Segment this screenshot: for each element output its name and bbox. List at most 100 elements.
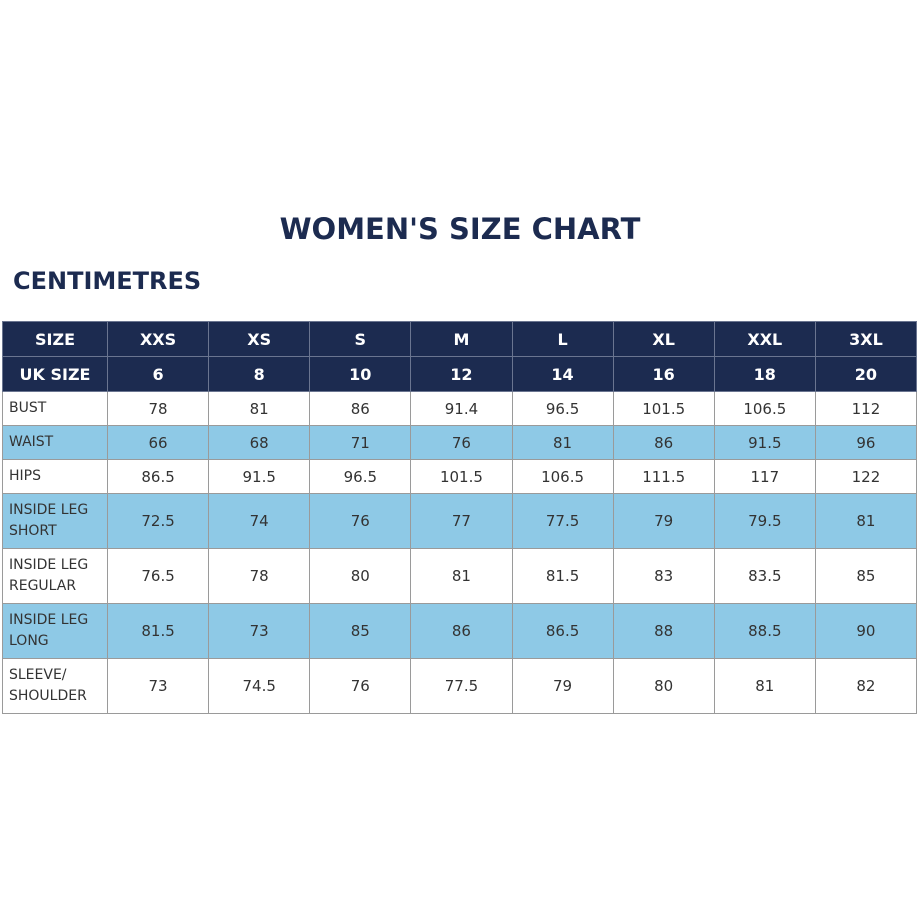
value-cell: 96 bbox=[814, 425, 918, 460]
value-cell: 81 bbox=[410, 548, 513, 604]
table-body: SIZE XXS XS S M L XL XXL 3XL UK SIZE 6 8 10 12 14 16 18 2… bbox=[2, 321, 918, 714]
value-cell: 96.5 bbox=[511, 391, 614, 426]
value-cell: 80 bbox=[612, 658, 715, 714]
row-label: BUST bbox=[2, 391, 108, 426]
value-cell: 73 bbox=[106, 658, 210, 714]
value-cell: 77 bbox=[410, 493, 513, 549]
row-label: INSIDE LEG REGULAR bbox=[2, 548, 108, 604]
value-cell: 90 bbox=[814, 603, 918, 659]
row-label-line: INSIDE LEG bbox=[9, 557, 89, 573]
row-label-line: INSIDE LEG bbox=[9, 612, 89, 628]
value-cell: 79.5 bbox=[713, 493, 816, 549]
value-cell: 122 bbox=[814, 459, 918, 494]
subtitle: CENTIMETRES bbox=[13, 267, 202, 295]
value-cell: 78 bbox=[208, 548, 311, 604]
value-cell: 79 bbox=[612, 493, 715, 549]
row-label-line: HIPS bbox=[9, 468, 41, 484]
body-row: INSIDE LEG LONG 81.5 73 85 86 86.5 88 88.5 90 bbox=[2, 603, 918, 659]
row-label: SLEEVE/SHOULDER bbox=[2, 658, 108, 714]
value-cell: 88.5 bbox=[713, 603, 816, 659]
header-cell: S bbox=[309, 321, 412, 357]
header-cell: 8 bbox=[208, 356, 311, 392]
body-row: SLEEVE/SHOULDER 73 74.5 76 77.5 79 80 81 82 bbox=[2, 658, 918, 714]
header-cell: XS bbox=[208, 321, 311, 357]
value-cell: 79 bbox=[511, 658, 614, 714]
value-cell: 77.5 bbox=[511, 493, 614, 549]
header-row: UK SIZE 6 8 10 12 14 16 18 20 bbox=[2, 356, 918, 392]
value-cell: 74.5 bbox=[208, 658, 311, 714]
value-cell: 82 bbox=[814, 658, 918, 714]
header-cell: 6 bbox=[106, 356, 210, 392]
value-cell: 80 bbox=[309, 548, 412, 604]
header-cell: 18 bbox=[713, 356, 816, 392]
value-cell: 76.5 bbox=[106, 548, 210, 604]
value-cell: 111.5 bbox=[612, 459, 715, 494]
value-cell: 96.5 bbox=[309, 459, 412, 494]
value-cell: 85 bbox=[309, 603, 412, 659]
header-cell: 10 bbox=[309, 356, 412, 392]
value-cell: 85 bbox=[814, 548, 918, 604]
value-cell: 76 bbox=[309, 658, 412, 714]
value-cell: 112 bbox=[814, 391, 918, 426]
row-label: INSIDE LEG SHORT bbox=[2, 493, 108, 549]
value-cell: 72.5 bbox=[106, 493, 210, 549]
row-label-line: INSIDE LEG bbox=[9, 502, 89, 518]
row-label-line: WAIST bbox=[9, 434, 54, 450]
value-cell: 76 bbox=[410, 425, 513, 460]
value-cell: 86 bbox=[309, 391, 412, 426]
value-cell: 81 bbox=[713, 658, 816, 714]
value-cell: 81 bbox=[208, 391, 311, 426]
value-cell: 106.5 bbox=[713, 391, 816, 426]
body-row: INSIDE LEG SHORT 72.5 74 76 77 77.5 79 79.5 81 bbox=[2, 493, 918, 549]
header-cell: 20 bbox=[814, 356, 918, 392]
value-cell: 68 bbox=[208, 425, 311, 460]
value-cell: 81.5 bbox=[106, 603, 210, 659]
value-cell: 91.5 bbox=[713, 425, 816, 460]
value-cell: 88 bbox=[612, 603, 715, 659]
value-cell: 106.5 bbox=[511, 459, 614, 494]
body-row: INSIDE LEG REGULAR 76.5 78 80 81 81.5 83 83.5 85 bbox=[2, 548, 918, 604]
size-table: SIZE XXS XS S M L XL XXL 3XL UK SIZE 6 8 10 12 14 16 18 2… bbox=[2, 321, 918, 714]
value-cell: 76 bbox=[309, 493, 412, 549]
title: WOMEN'S SIZE CHART bbox=[279, 212, 641, 246]
body-row: HIPS 86.5 91.5 96.5 101.5 106.5 111.5 117 122 bbox=[2, 459, 918, 494]
body-row: BUST 78 81 86 91.4 96.5 101.5 106.5 112 bbox=[2, 391, 918, 426]
header-cell: XXS bbox=[106, 321, 210, 357]
row-label-line: BUST bbox=[9, 400, 47, 416]
value-cell: 86.5 bbox=[511, 603, 614, 659]
row-label-line: REGULAR bbox=[9, 578, 77, 594]
header-cell: 16 bbox=[612, 356, 715, 392]
value-cell: 83 bbox=[612, 548, 715, 604]
header-cell: 3XL bbox=[814, 321, 918, 357]
row-label-line: SHORT bbox=[9, 523, 57, 539]
row-label-line: LONG bbox=[9, 633, 49, 649]
value-cell: 77.5 bbox=[410, 658, 513, 714]
value-cell: 117 bbox=[713, 459, 816, 494]
header-cell: 14 bbox=[511, 356, 614, 392]
value-cell: 78 bbox=[106, 391, 210, 426]
value-cell: 86 bbox=[410, 603, 513, 659]
value-cell: 66 bbox=[106, 425, 210, 460]
value-cell: 86 bbox=[612, 425, 715, 460]
value-cell: 81 bbox=[511, 425, 614, 460]
row-label: WAIST bbox=[2, 425, 108, 460]
value-cell: 91.5 bbox=[208, 459, 311, 494]
header-label: SIZE bbox=[2, 321, 108, 357]
value-cell: 86.5 bbox=[106, 459, 210, 494]
value-cell: 73 bbox=[208, 603, 311, 659]
body-row: WAIST 66 68 71 76 81 86 91.5 96 bbox=[2, 425, 918, 460]
value-cell: 101.5 bbox=[410, 459, 513, 494]
value-cell: 71 bbox=[309, 425, 412, 460]
row-label: HIPS bbox=[2, 459, 108, 494]
header-cell: XL bbox=[612, 321, 715, 357]
value-cell: 81 bbox=[814, 493, 918, 549]
value-cell: 74 bbox=[208, 493, 311, 549]
header-cell: XXL bbox=[713, 321, 816, 357]
row-label-line: SLEEVE/ bbox=[9, 667, 67, 683]
header-label: UK SIZE bbox=[2, 356, 108, 392]
header-cell: 12 bbox=[410, 356, 513, 392]
value-cell: 91.4 bbox=[410, 391, 513, 426]
header-cell: M bbox=[410, 321, 513, 357]
value-cell: 101.5 bbox=[612, 391, 715, 426]
